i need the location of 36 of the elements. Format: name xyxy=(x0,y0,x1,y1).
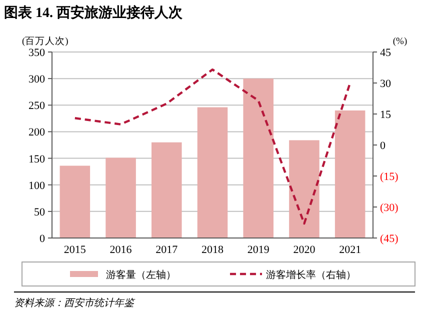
y2-axis-title: (%) xyxy=(392,37,408,47)
legend-label: 游客量（左轴） xyxy=(106,269,176,281)
y2-tick-label: 0 xyxy=(380,140,386,152)
y-axis-title: (百万人次) xyxy=(22,36,68,47)
x-tick-label: 2019 xyxy=(247,244,270,256)
x-tick-label: 2021 xyxy=(339,244,362,256)
y2-tick-label: (30) xyxy=(380,202,399,214)
y-tick-label: 200 xyxy=(28,126,46,139)
x-tick-label: 2020 xyxy=(293,244,316,256)
bar xyxy=(60,166,90,238)
y2-tick-label: (15) xyxy=(380,171,399,183)
y2-tick-label: (45) xyxy=(380,233,399,245)
y-tick-label: 350 xyxy=(28,47,46,59)
bar xyxy=(243,78,274,238)
y-tick-label: 100 xyxy=(28,180,46,192)
x-tick-label: 2017 xyxy=(156,244,178,256)
y-tick-label: 300 xyxy=(28,74,46,86)
y-tick-label: 250 xyxy=(28,100,46,112)
x-tick-label: 2015 xyxy=(64,244,86,256)
chart-title: 图表 14. 西安旅游业接待人次 xyxy=(4,4,184,21)
bar xyxy=(152,142,182,238)
legend-label: 游客增长率（右轴） xyxy=(266,269,356,281)
y2-tick-label: 15 xyxy=(380,109,392,121)
y2-tick-label: 45 xyxy=(380,47,392,59)
x-tick-label: 2018 xyxy=(202,244,224,256)
x-tick-label: 2016 xyxy=(110,244,132,256)
y-tick-label: 0 xyxy=(40,233,46,245)
y2-tick-label: 30 xyxy=(380,78,392,90)
y-tick-label: 150 xyxy=(28,153,46,166)
y-tick-label: 50 xyxy=(34,206,46,218)
bar xyxy=(106,158,136,238)
bar xyxy=(334,110,366,238)
line-series xyxy=(74,68,352,225)
bar xyxy=(197,107,228,238)
text: 资料来源：西安市统计年鉴 xyxy=(14,297,136,309)
bar xyxy=(289,140,320,238)
